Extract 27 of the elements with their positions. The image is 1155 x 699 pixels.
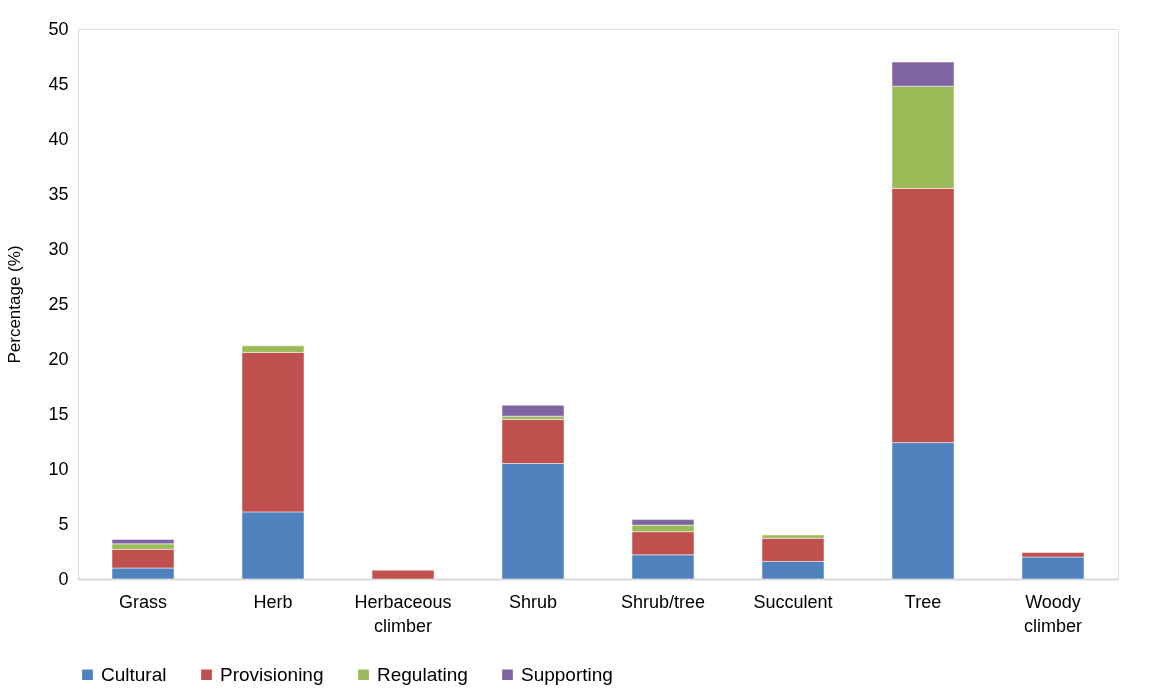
x-tick-label: Tree — [904, 591, 942, 612]
bar — [1021, 556, 1085, 580]
bar — [501, 404, 565, 417]
x-tick-label: Herbaceous climber — [354, 591, 452, 636]
y-tick-label: 45 — [48, 73, 69, 94]
y-tick-label: 5 — [58, 513, 69, 534]
legend-label: Cultural — [101, 663, 167, 685]
y-tick-label: 30 — [48, 238, 69, 259]
x-tick-label: Grass — [118, 591, 168, 612]
y-tick-label: 10 — [48, 458, 69, 479]
y-tick-label: 25 — [48, 293, 69, 314]
legend-label: Provisioning — [220, 663, 324, 685]
y-tick-label: 15 — [48, 403, 69, 424]
x-tick-label: Herb — [253, 591, 293, 612]
y-axis-title: Percentage (%) — [5, 245, 25, 364]
y-tick-label: 40 — [48, 128, 69, 149]
legend-label: Supporting — [521, 663, 613, 685]
legend-label: Regulating — [377, 663, 468, 685]
y-tick-label: 35 — [48, 183, 69, 204]
x-tick-label: Shrub/tree — [620, 591, 706, 612]
x-tick-label: Woody climber — [1023, 591, 1083, 636]
x-tick-label: Succulent — [753, 591, 833, 612]
y-tick-label: 0 — [58, 568, 69, 589]
x-tick-label: Shrub — [508, 591, 558, 612]
bar — [371, 569, 435, 580]
y-tick-label: 20 — [48, 348, 69, 369]
y-tick-label: 50 — [48, 18, 69, 39]
